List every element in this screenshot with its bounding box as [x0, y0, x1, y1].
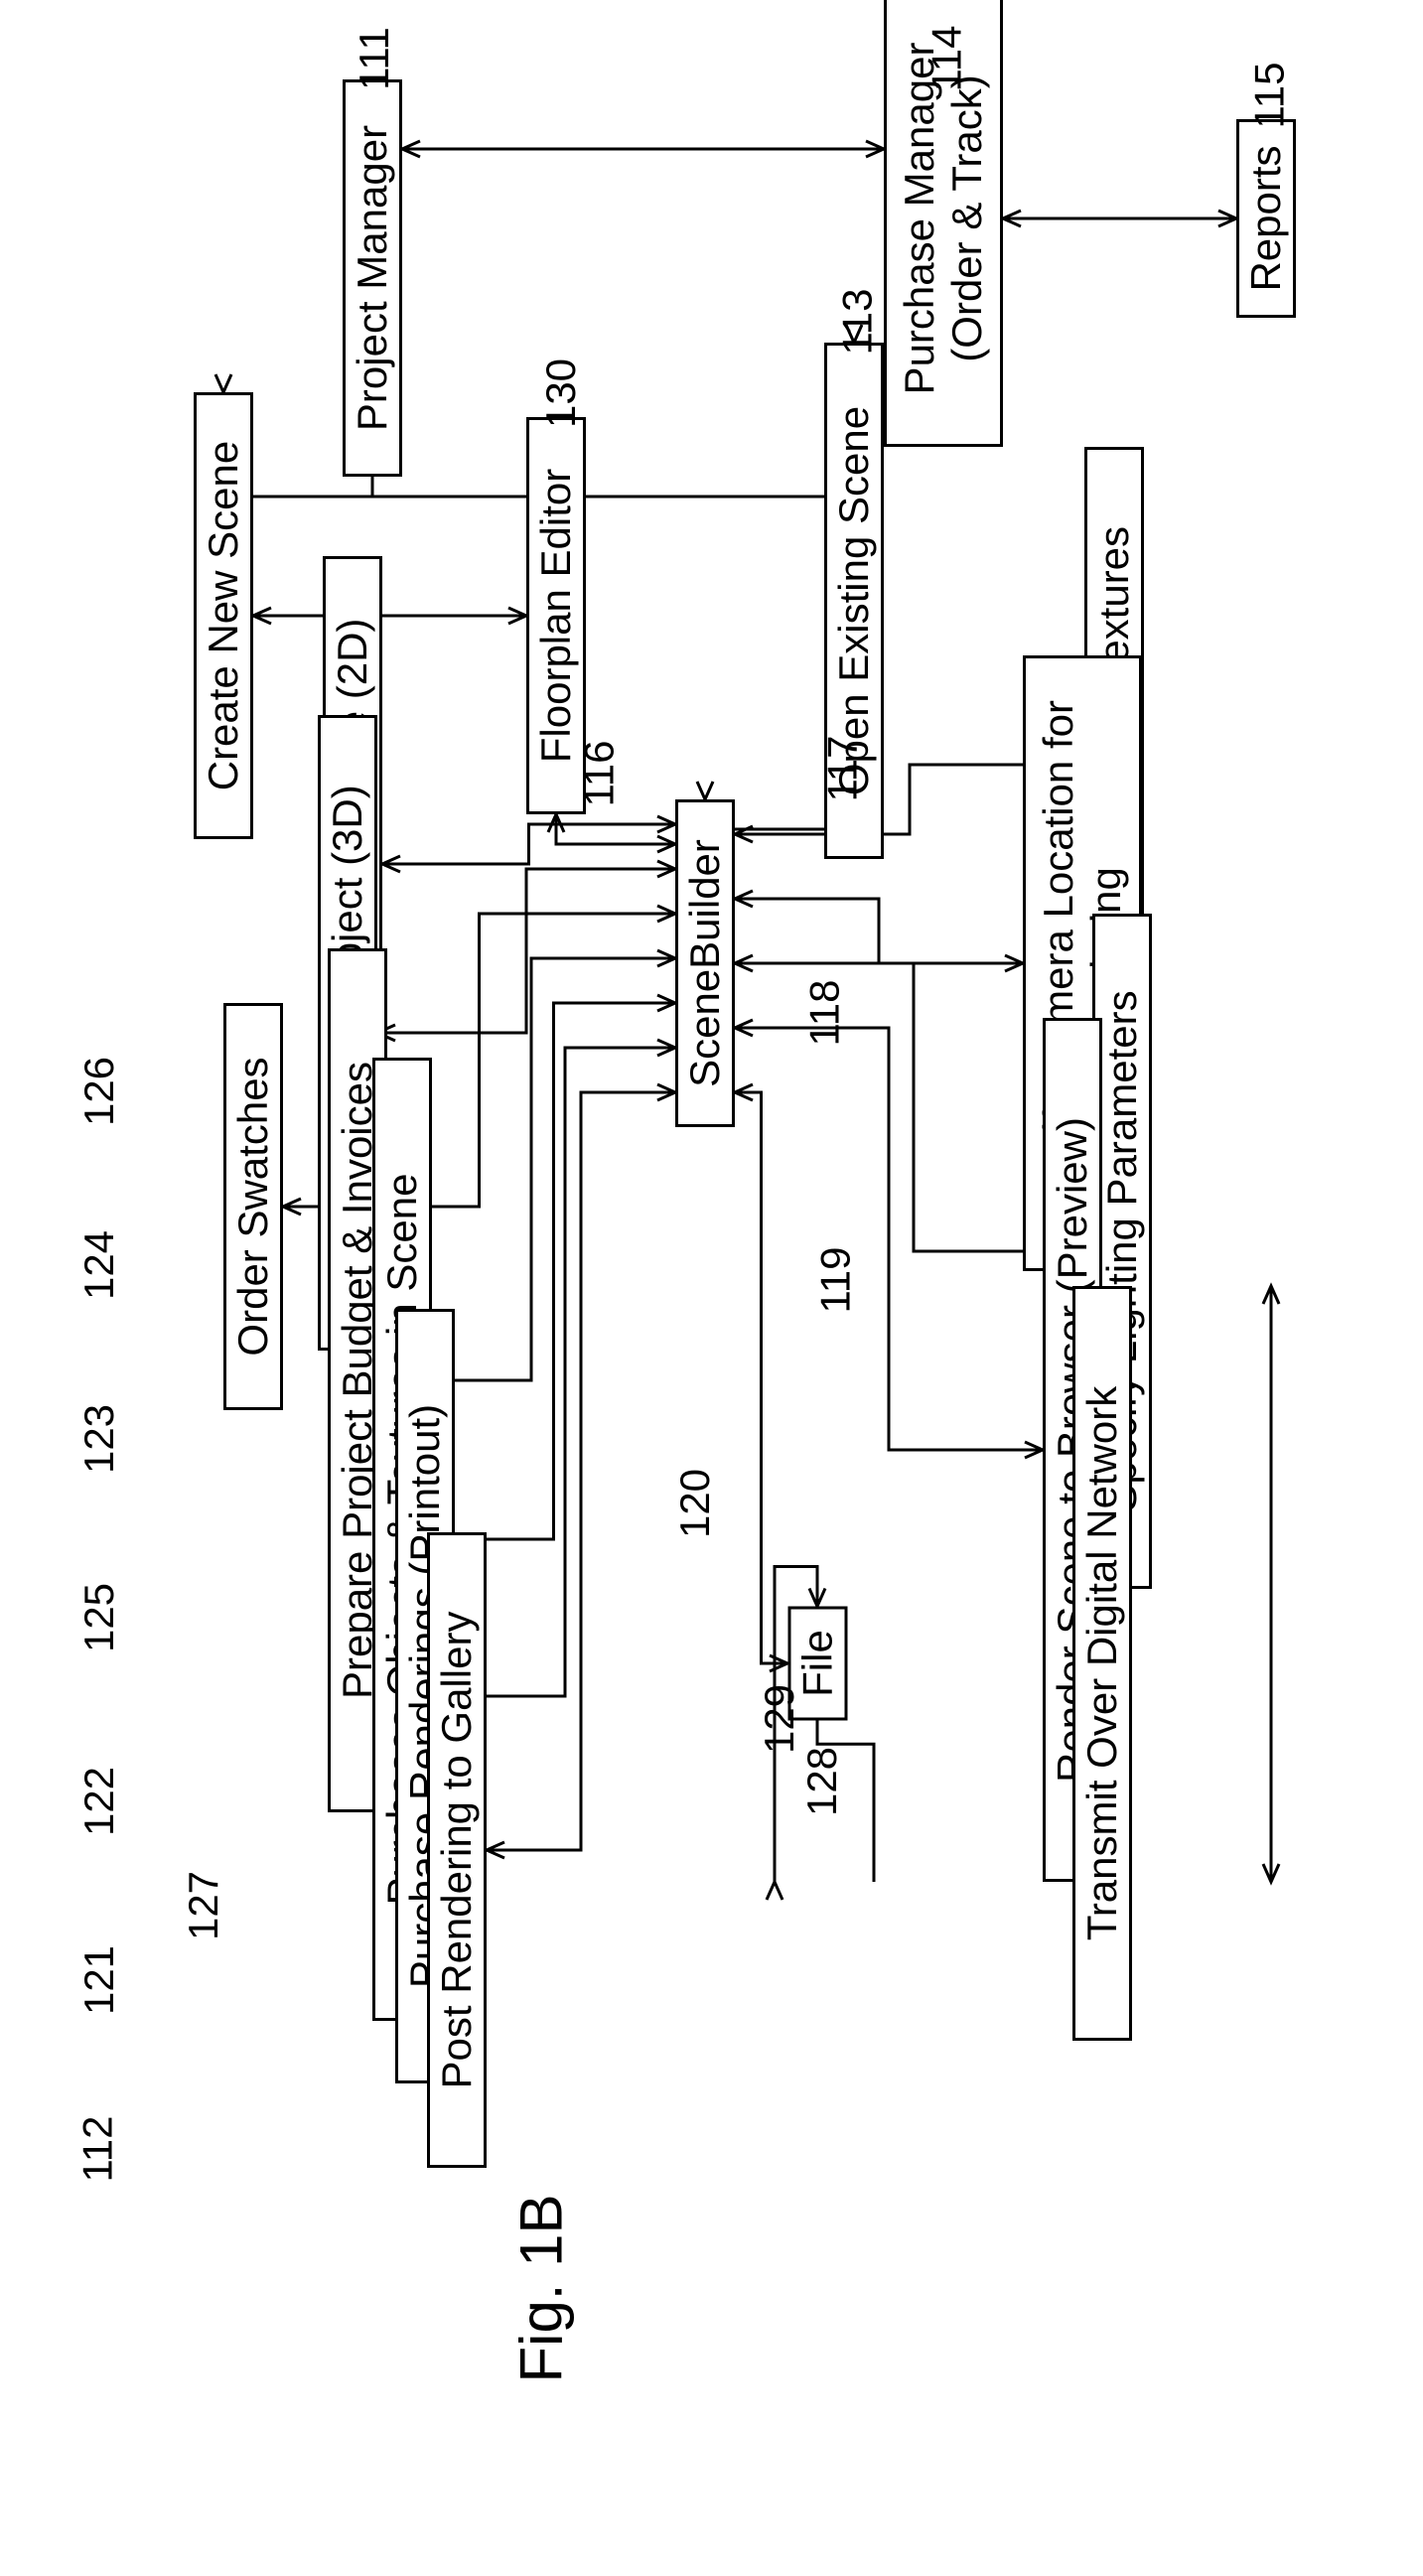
num-n122: 122: [75, 1767, 123, 1836]
num-n130: 130: [537, 358, 585, 428]
node-n129: Transmit Over Digital Network: [1072, 1286, 1132, 2041]
node-n125: Order Swatches: [223, 1003, 283, 1410]
num-n115: 115: [1245, 63, 1293, 129]
figure-label: Fig. 1B: [507, 2194, 576, 2382]
num-n111: 111: [351, 27, 398, 90]
num-n119: 119: [811, 1247, 859, 1314]
num-n128: 128: [798, 1747, 846, 1816]
node-n111: Project Manager: [343, 79, 402, 477]
num-n125: 125: [75, 1583, 123, 1652]
node-n127: Post Rendering to Gallery: [427, 1532, 487, 2168]
num-n123: 123: [75, 1404, 123, 1474]
num-n114: 114: [923, 26, 970, 92]
num-n126: 126: [75, 1057, 123, 1126]
num-n112: 112: [73, 2116, 121, 2183]
num-n121: 121: [75, 1945, 123, 2015]
num-n113: 113: [833, 289, 881, 356]
num-n124: 124: [75, 1230, 123, 1300]
node-n112: Create New Scene: [194, 392, 253, 839]
num-n127: 127: [180, 1871, 227, 1940]
num-n116: 116: [575, 741, 623, 807]
num-n118: 118: [800, 980, 848, 1047]
diagram-canvas: Fig. 1B Project ManagerPurchase Manager …: [20, 20, 1403, 2556]
num-n120: 120: [671, 1469, 719, 1538]
node-n115: Reports: [1236, 119, 1296, 318]
node-n116: SceneBuilder: [675, 799, 735, 1127]
num-n117: 117: [818, 736, 866, 802]
num-n129: 129: [756, 1684, 803, 1754]
